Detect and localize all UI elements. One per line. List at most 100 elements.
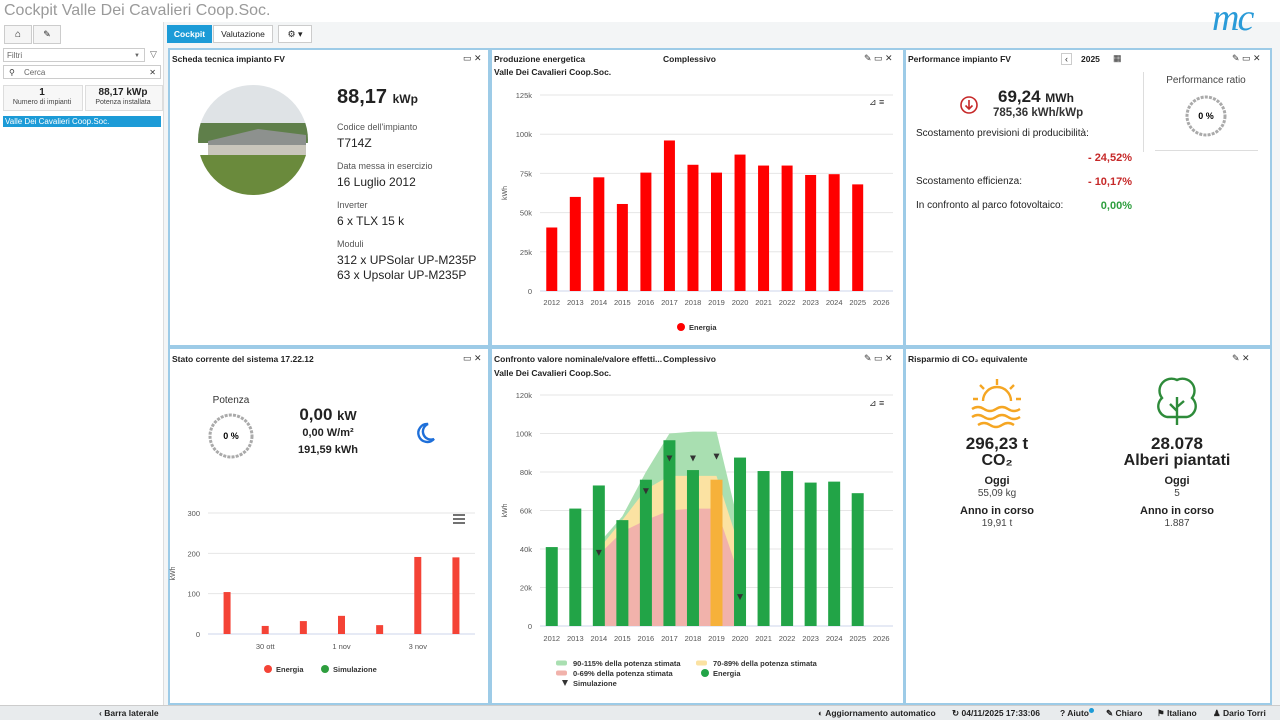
legend-label: Simulazione	[333, 665, 377, 674]
field-label: Moduli	[337, 239, 364, 249]
panel-icons[interactable]: ✎ ▭ ✕	[864, 353, 893, 363]
legend-label: 0-69% della potenza stimata	[573, 669, 673, 678]
legend-swatch	[677, 323, 685, 331]
panel-icons[interactable]: ✎ ▭ ✕	[864, 53, 893, 63]
y-tick-label: 25k	[520, 248, 532, 257]
panel-icons[interactable]: ▭ ✕	[463, 353, 482, 363]
filter-select[interactable]: Filtri ▼	[3, 48, 145, 62]
bar	[261, 625, 269, 634]
moon-icon	[417, 422, 435, 444]
panel-title: Performance impianto FV	[908, 54, 1011, 64]
tab-active[interactable]: Cockpit	[167, 25, 212, 43]
stat-box	[85, 85, 163, 111]
chart: 0 100 200 300 kWh 30 ott 1 nov 3 nov Energia Simu…	[170, 509, 475, 674]
prev-year[interactable]: ‹	[1061, 53, 1072, 65]
power-number: 88,17	[337, 86, 388, 108]
footer-text: Aggiornamento automatico	[825, 708, 936, 718]
bar	[851, 493, 864, 626]
marker	[689, 455, 696, 462]
y-tick-label: 0	[528, 622, 532, 631]
x-tick-label: 30 ott	[256, 642, 276, 651]
tools-button[interactable]: ✎	[33, 25, 61, 44]
x-tick-label: 2019	[708, 298, 725, 307]
divider	[1143, 72, 1144, 152]
y-axis-label: kWh	[502, 186, 509, 200]
y-tick-label: 125k	[516, 91, 533, 100]
bar	[616, 520, 629, 626]
panel-icons[interactable]: ✎ ✕	[1232, 353, 1250, 363]
user[interactable]: ♟ Dario Torri	[1213, 708, 1266, 718]
chart: 0 20k 40k 60k 80k 100k 120k kWh 2012 2013 2014 2015…	[502, 391, 893, 688]
header-bar	[0, 0, 1280, 22]
x-tick-label: 2024	[826, 634, 843, 643]
bar	[686, 470, 699, 626]
sidebar-toggle[interactable]: ‹ Barra laterale	[99, 708, 159, 718]
search-box[interactable]: Cerca ✕ ⚲	[3, 65, 161, 79]
bar	[757, 471, 770, 626]
energy-number: 69,24	[998, 87, 1041, 106]
marker	[713, 453, 720, 460]
x-tick-label: 2017	[661, 634, 678, 643]
tab[interactable]: Valutazione	[213, 25, 273, 43]
x-tick-label: 2012	[543, 298, 560, 307]
plant-item[interactable]: Valle Dei Cavalieri Coop.Soc.	[3, 116, 161, 127]
current-power-unit: kW	[337, 408, 357, 423]
language[interactable]: ⚑ Italiano	[1157, 708, 1197, 718]
legend-label: 70-89% della potenza stimata	[713, 659, 818, 668]
filter-icon[interactable]: ▽	[150, 49, 157, 59]
bar	[711, 172, 722, 291]
chart-tools[interactable]: ⊿ ≡	[869, 398, 885, 408]
sun-icon	[971, 379, 1021, 429]
chart-mode[interactable]: Complessivo	[663, 354, 716, 364]
bar	[338, 615, 345, 634]
legend-swatch	[556, 670, 567, 676]
calendar-icon[interactable]: ▦	[1113, 53, 1122, 63]
field-label: Codice dell'impianto	[337, 122, 418, 132]
chart-menu[interactable]	[452, 513, 466, 525]
panel-title: Stato corrente del sistema 17.22.12	[172, 354, 314, 364]
row-value: - 10,17%	[1087, 176, 1132, 188]
bar	[687, 164, 699, 291]
theme[interactable]: ✎ Chiaro	[1106, 708, 1143, 718]
field-value: 16 Luglio 2012	[337, 175, 416, 189]
field-value: 63 x Upsolar UP-M235P	[337, 268, 467, 282]
bar	[223, 592, 231, 634]
footer-text: Aiuto	[1067, 708, 1089, 718]
auto-refresh[interactable]: ◐ Aggiornamento automatico	[818, 708, 936, 718]
plant-photo	[198, 85, 308, 195]
y-axis-label: kWh	[170, 566, 177, 580]
row-label: In confronto al parco fotovoltaico:	[916, 200, 1064, 211]
settings-dropdown[interactable]: ⚙ ▾	[278, 25, 312, 43]
irradiance: 0,00 W/m²	[302, 427, 354, 439]
chart-tools[interactable]: ⊿ ≡	[869, 97, 885, 107]
x-tick-label: 2022	[779, 298, 796, 307]
x-tick-label: 2013	[567, 634, 584, 643]
today-label: Oggi	[1164, 475, 1190, 487]
bar	[852, 184, 864, 291]
marker	[737, 594, 744, 601]
panel-icons[interactable]: ✎ ▭ ✕	[1232, 53, 1261, 63]
today-value: 5	[1174, 488, 1180, 499]
co2-value: 296,23 t	[965, 434, 1029, 453]
bar	[452, 557, 460, 634]
x-tick-label: 2018	[685, 634, 702, 643]
panel-icons[interactable]: ▭ ✕	[463, 53, 482, 63]
year[interactable]: 2025	[1081, 54, 1100, 64]
bar	[593, 177, 605, 291]
x-tick-label: 3 nov	[409, 642, 428, 651]
filter-text: Filtri	[7, 51, 23, 60]
help[interactable]: ? Aiuto	[1060, 708, 1094, 718]
year-value: 19,91 t	[981, 518, 1013, 529]
stat-box	[3, 85, 83, 111]
chart-mode[interactable]: Complessivo	[663, 54, 716, 64]
home-button[interactable]: ⌂	[4, 25, 32, 44]
marker	[666, 455, 673, 462]
app-title: Cockpit Valle Dei Cavalieri Coop.Soc.	[4, 2, 271, 19]
row-value: - 24,52%	[1087, 152, 1132, 164]
y-tick-label: 0	[196, 630, 200, 639]
x-tick-label: 2024	[826, 298, 843, 307]
gauge-value: 0 %	[223, 431, 239, 441]
y-tick-label: 100	[187, 590, 200, 599]
refresh-time[interactable]: ↻ 04/11/2025 17:33:06	[952, 708, 1040, 718]
